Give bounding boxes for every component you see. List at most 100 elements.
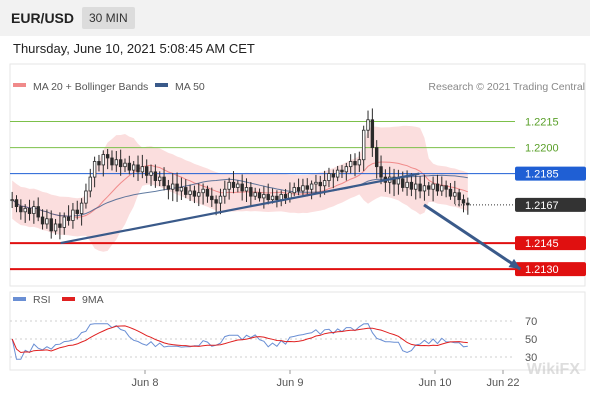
- candle-body: [131, 164, 136, 171]
- candle-body: [266, 194, 270, 201]
- candle-body: [401, 178, 405, 188]
- candle-body: [58, 223, 62, 228]
- x-tick-label: Jun 22: [486, 377, 519, 389]
- candle-body: [23, 207, 27, 213]
- candle-body: [331, 173, 336, 178]
- candle-body: [71, 209, 75, 221]
- candle-body: [40, 216, 45, 225]
- candle-body: [409, 181, 414, 190]
- level-label-1.2145: 1.2145: [525, 238, 559, 250]
- candle-body: [210, 195, 214, 201]
- candle-body: [318, 181, 322, 187]
- candle-body: [201, 188, 205, 194]
- candle-body: [27, 207, 32, 214]
- research-credit: Research © 2021 Trading Central: [428, 81, 585, 93]
- candle-body: [144, 166, 149, 176]
- candle-body: [405, 181, 409, 188]
- candle-body: [231, 181, 236, 188]
- level-label-1.2200: 1.2200: [525, 143, 559, 155]
- candle-body: [105, 154, 110, 159]
- candle-body: [414, 183, 418, 190]
- candle-body: [179, 187, 184, 192]
- bollinger-band-area: [12, 125, 468, 252]
- candle-body: [136, 164, 140, 173]
- level-tag-1.2130: [515, 262, 586, 277]
- level-tag-1.2185: [515, 166, 586, 181]
- rsi-ma9-line: [11, 325, 468, 354]
- candle-body: [440, 185, 444, 192]
- candle-body: [257, 192, 262, 199]
- candle-body: [335, 169, 340, 178]
- candle-body: [162, 176, 166, 187]
- candle-body: [244, 187, 249, 192]
- candle-body: [353, 161, 357, 166]
- candle-body: [19, 206, 23, 213]
- candle-body: [49, 218, 53, 232]
- rsi-tick-70: 70: [525, 316, 537, 328]
- candle-body: [305, 185, 309, 190]
- rsi-panel-frame: [9, 291, 586, 371]
- ma9-legend-label: 9MA: [82, 294, 104, 306]
- level-label-1.2185: 1.2185: [525, 169, 559, 181]
- candles: [10, 108, 470, 240]
- candle-body: [348, 161, 353, 168]
- candle-body: [10, 199, 14, 202]
- candle-body: [114, 159, 119, 166]
- candle-body: [188, 190, 192, 195]
- bollinger-legend-swatch: [13, 83, 26, 87]
- candle-body: [101, 154, 106, 166]
- candle-body: [249, 187, 253, 197]
- candle-body: [171, 183, 175, 190]
- candle-body: [392, 176, 396, 185]
- ma9-legend-swatch: [62, 297, 75, 301]
- candle-body: [205, 188, 210, 197]
- candle-body: [140, 166, 145, 173]
- candle-body: [301, 185, 305, 192]
- candle-body: [270, 195, 275, 201]
- candle-body: [296, 187, 301, 192]
- candle-body: [327, 173, 331, 181]
- level-label-1.2130: 1.2130: [525, 264, 559, 276]
- candle-body: [448, 188, 453, 197]
- candle-body: [197, 192, 201, 197]
- candle-body: [75, 209, 79, 214]
- timeframe-button[interactable]: 30 MIN: [82, 7, 135, 29]
- candle-body: [262, 194, 266, 199]
- candle-body: [110, 157, 114, 166]
- ma50-legend-swatch: [155, 83, 168, 87]
- candle-body: [123, 162, 127, 168]
- candle-body: [227, 181, 231, 190]
- candle-body: [175, 183, 179, 192]
- candle-body: [379, 166, 383, 178]
- level-tag-1.2167: [515, 197, 586, 212]
- level-tag-1.2145: [515, 236, 586, 251]
- candle-body: [457, 192, 461, 201]
- candle-body: [361, 129, 366, 161]
- candle-body: [149, 171, 153, 176]
- candle-body: [357, 159, 362, 166]
- candle-body: [88, 176, 92, 192]
- candle-body: [79, 202, 84, 214]
- candle-body: [344, 166, 349, 173]
- symbol-label: EUR/USD: [11, 10, 75, 26]
- candle-body: [184, 187, 188, 195]
- ma20-line: [11, 161, 468, 218]
- candle-body: [192, 190, 197, 197]
- candle-body: [279, 194, 283, 201]
- candle-body: [444, 185, 448, 190]
- trendline: [60, 172, 420, 245]
- candle-body: [97, 161, 101, 166]
- x-tick-label: Jun 8: [132, 377, 159, 389]
- forecast-arrow-head: [508, 258, 521, 270]
- candle-body: [166, 185, 171, 190]
- candle-body: [453, 192, 457, 197]
- candle-body: [396, 178, 401, 185]
- candle-body: [340, 169, 344, 173]
- candle-body: [314, 181, 318, 185]
- candle-body: [418, 183, 422, 192]
- candle-body: [370, 119, 375, 148]
- level-label-1.2167: 1.2167: [525, 200, 559, 212]
- bollinger-legend-label: MA 20 + Bollinger Bands: [33, 81, 148, 93]
- rsi-legend-label: RSI: [33, 294, 51, 306]
